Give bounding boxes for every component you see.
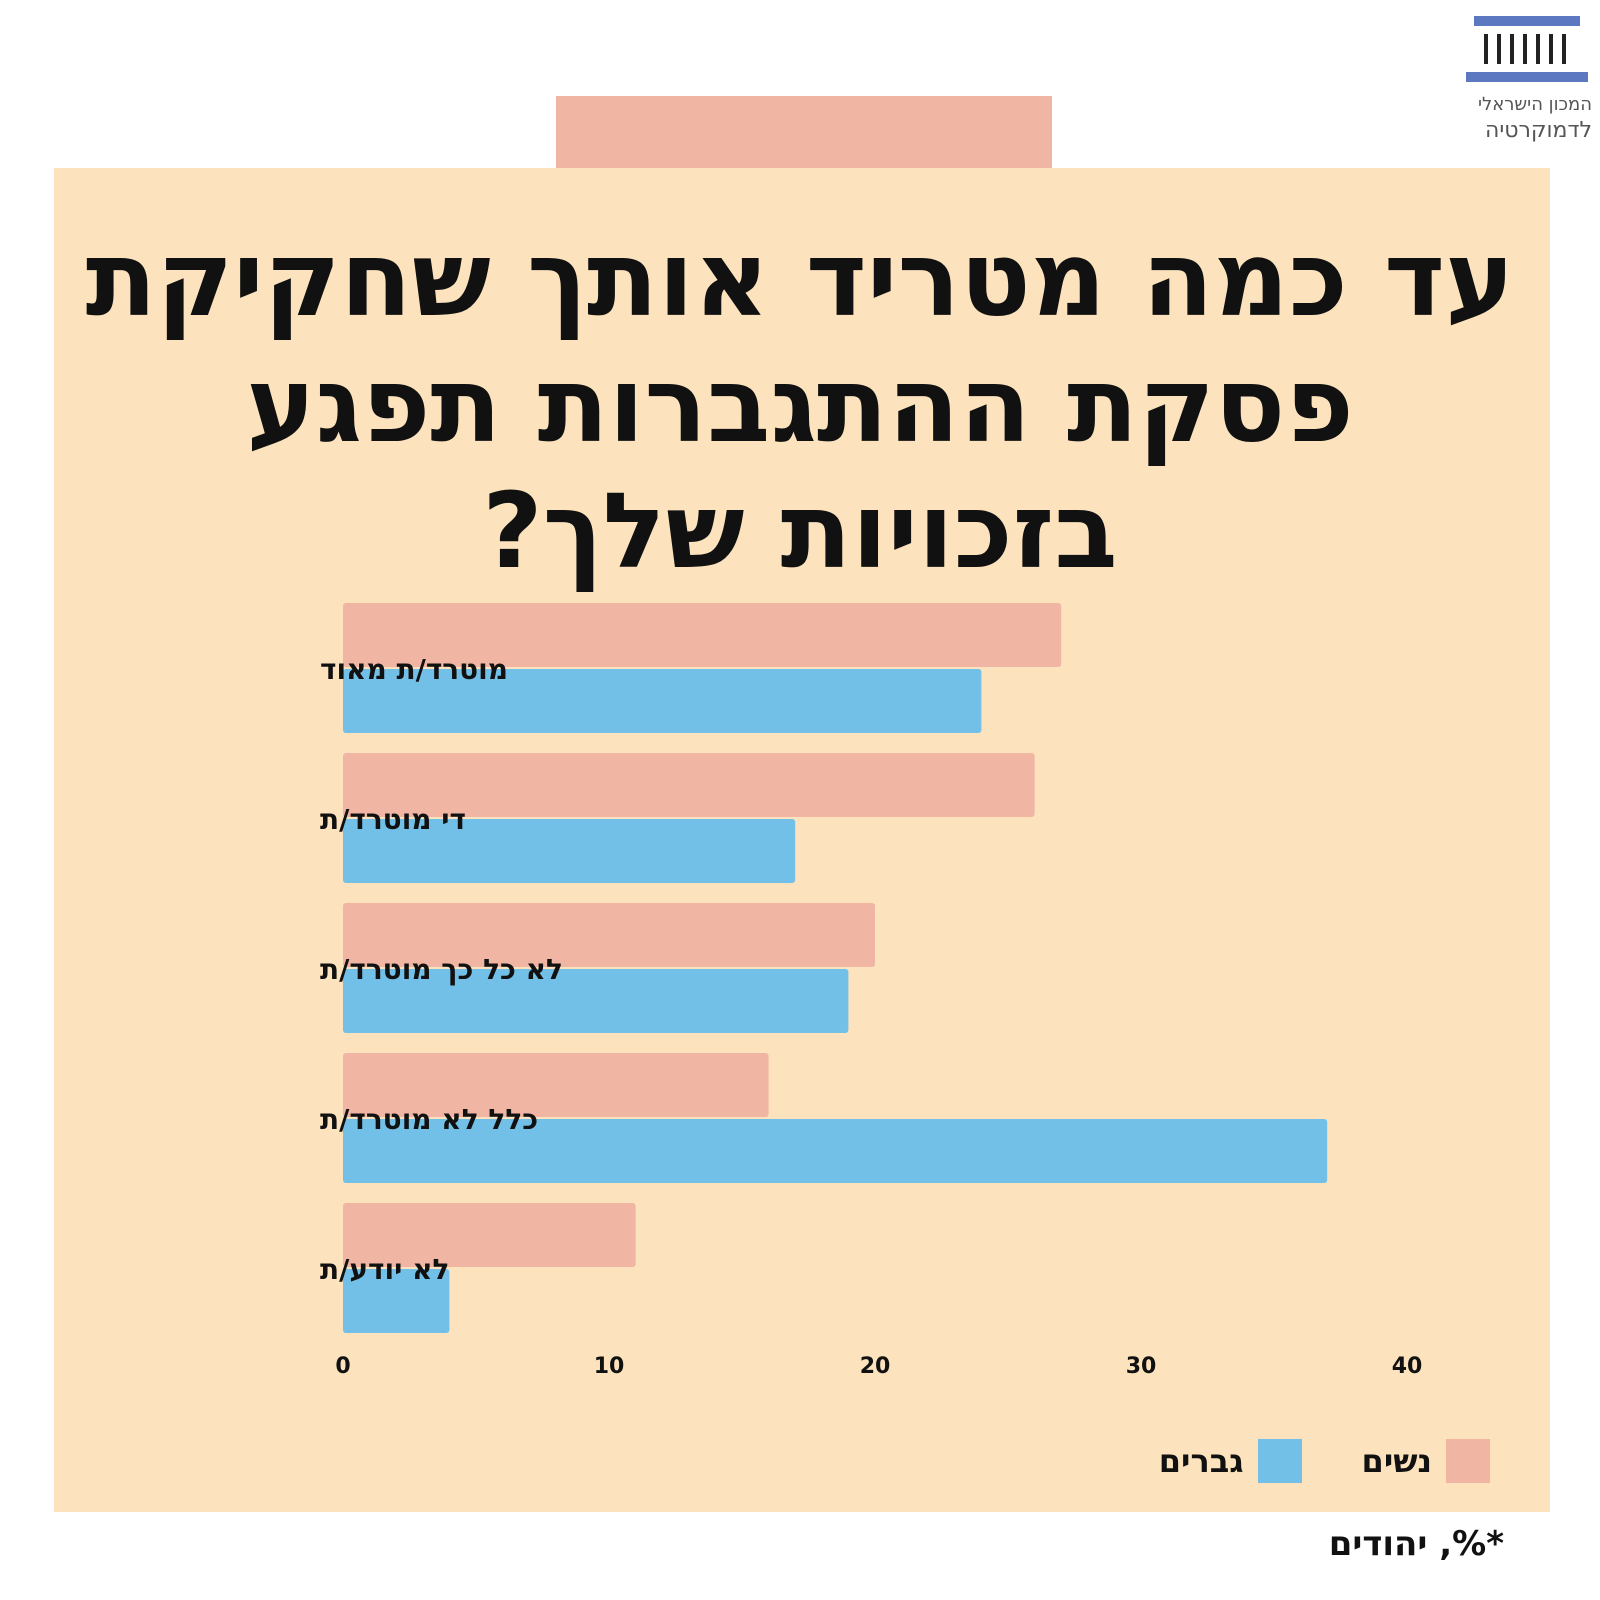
- chart-legend: נשים גברים: [1119, 1438, 1490, 1484]
- category-label-2: לא כל כך מוטרד/ת: [320, 953, 563, 986]
- legend-item-men: גברים: [1159, 1439, 1302, 1483]
- legend-label-women: נשים: [1361, 1442, 1432, 1480]
- category-label-3: כלל לא מוטרד/ת: [320, 1103, 538, 1136]
- bar-men-1: [343, 819, 796, 883]
- bar-men-2: [343, 969, 849, 1033]
- category-label-1: די מוטרד/ת: [320, 803, 466, 836]
- category-label-0: מוטרד/ת מאוד: [320, 653, 508, 686]
- category-label-4: לא יודע/ת: [320, 1253, 449, 1286]
- bar-women-4: [343, 1203, 636, 1267]
- institute-building-icon: [1466, 16, 1588, 82]
- bar-chart: מוטרד/ת מאוד די מוטרד/ת לא כל כך מוטרד/ת כל…: [320, 603, 1423, 1379]
- bar-men-4: [343, 1269, 450, 1333]
- chart-title-line-1: עד כמה מטריד אותך שחקיקת: [85, 218, 1515, 340]
- bar-men-0: [343, 669, 982, 733]
- logo-text-line2: לדמוקרטיה: [1484, 118, 1592, 143]
- x-tick-label-2: 20: [860, 1354, 891, 1379]
- chart-panel: [54, 168, 1550, 1512]
- bar-women-0: [343, 603, 1062, 667]
- legend-swatch-women: [1446, 1439, 1490, 1483]
- logo-text-line1: המכון הישראלי: [1477, 94, 1592, 115]
- chart-footnote: *%, יהודים: [1328, 1524, 1504, 1564]
- bar-women-2: [343, 903, 875, 967]
- chart-title-line-3: בזכויות שלך?: [482, 470, 1118, 592]
- legend-label-men: גברים: [1158, 1442, 1244, 1480]
- x-tick-label-3: 30: [1126, 1354, 1157, 1379]
- x-tick-label-0: 0: [335, 1354, 350, 1379]
- chart-title: עד כמה מטריד אותך שחקיקת פסקת ההתגברות ת…: [80, 216, 1520, 594]
- bar-men-3: [343, 1119, 1328, 1183]
- legend-item-women: נשים: [1362, 1439, 1490, 1483]
- legend-swatch-men: [1257, 1439, 1302, 1483]
- institute-logo: המכון הישראלי לדמוקרטיה: [1462, 14, 1592, 144]
- bar-women-3: [343, 1053, 769, 1117]
- x-tick-label-1: 10: [594, 1354, 625, 1379]
- chart-title-line-2: פסקת ההתגברות תפגע: [246, 344, 1354, 466]
- header-accent-tab: [556, 96, 1052, 168]
- x-tick-label-4: 40: [1392, 1354, 1423, 1379]
- bar-women-1: [343, 753, 1035, 817]
